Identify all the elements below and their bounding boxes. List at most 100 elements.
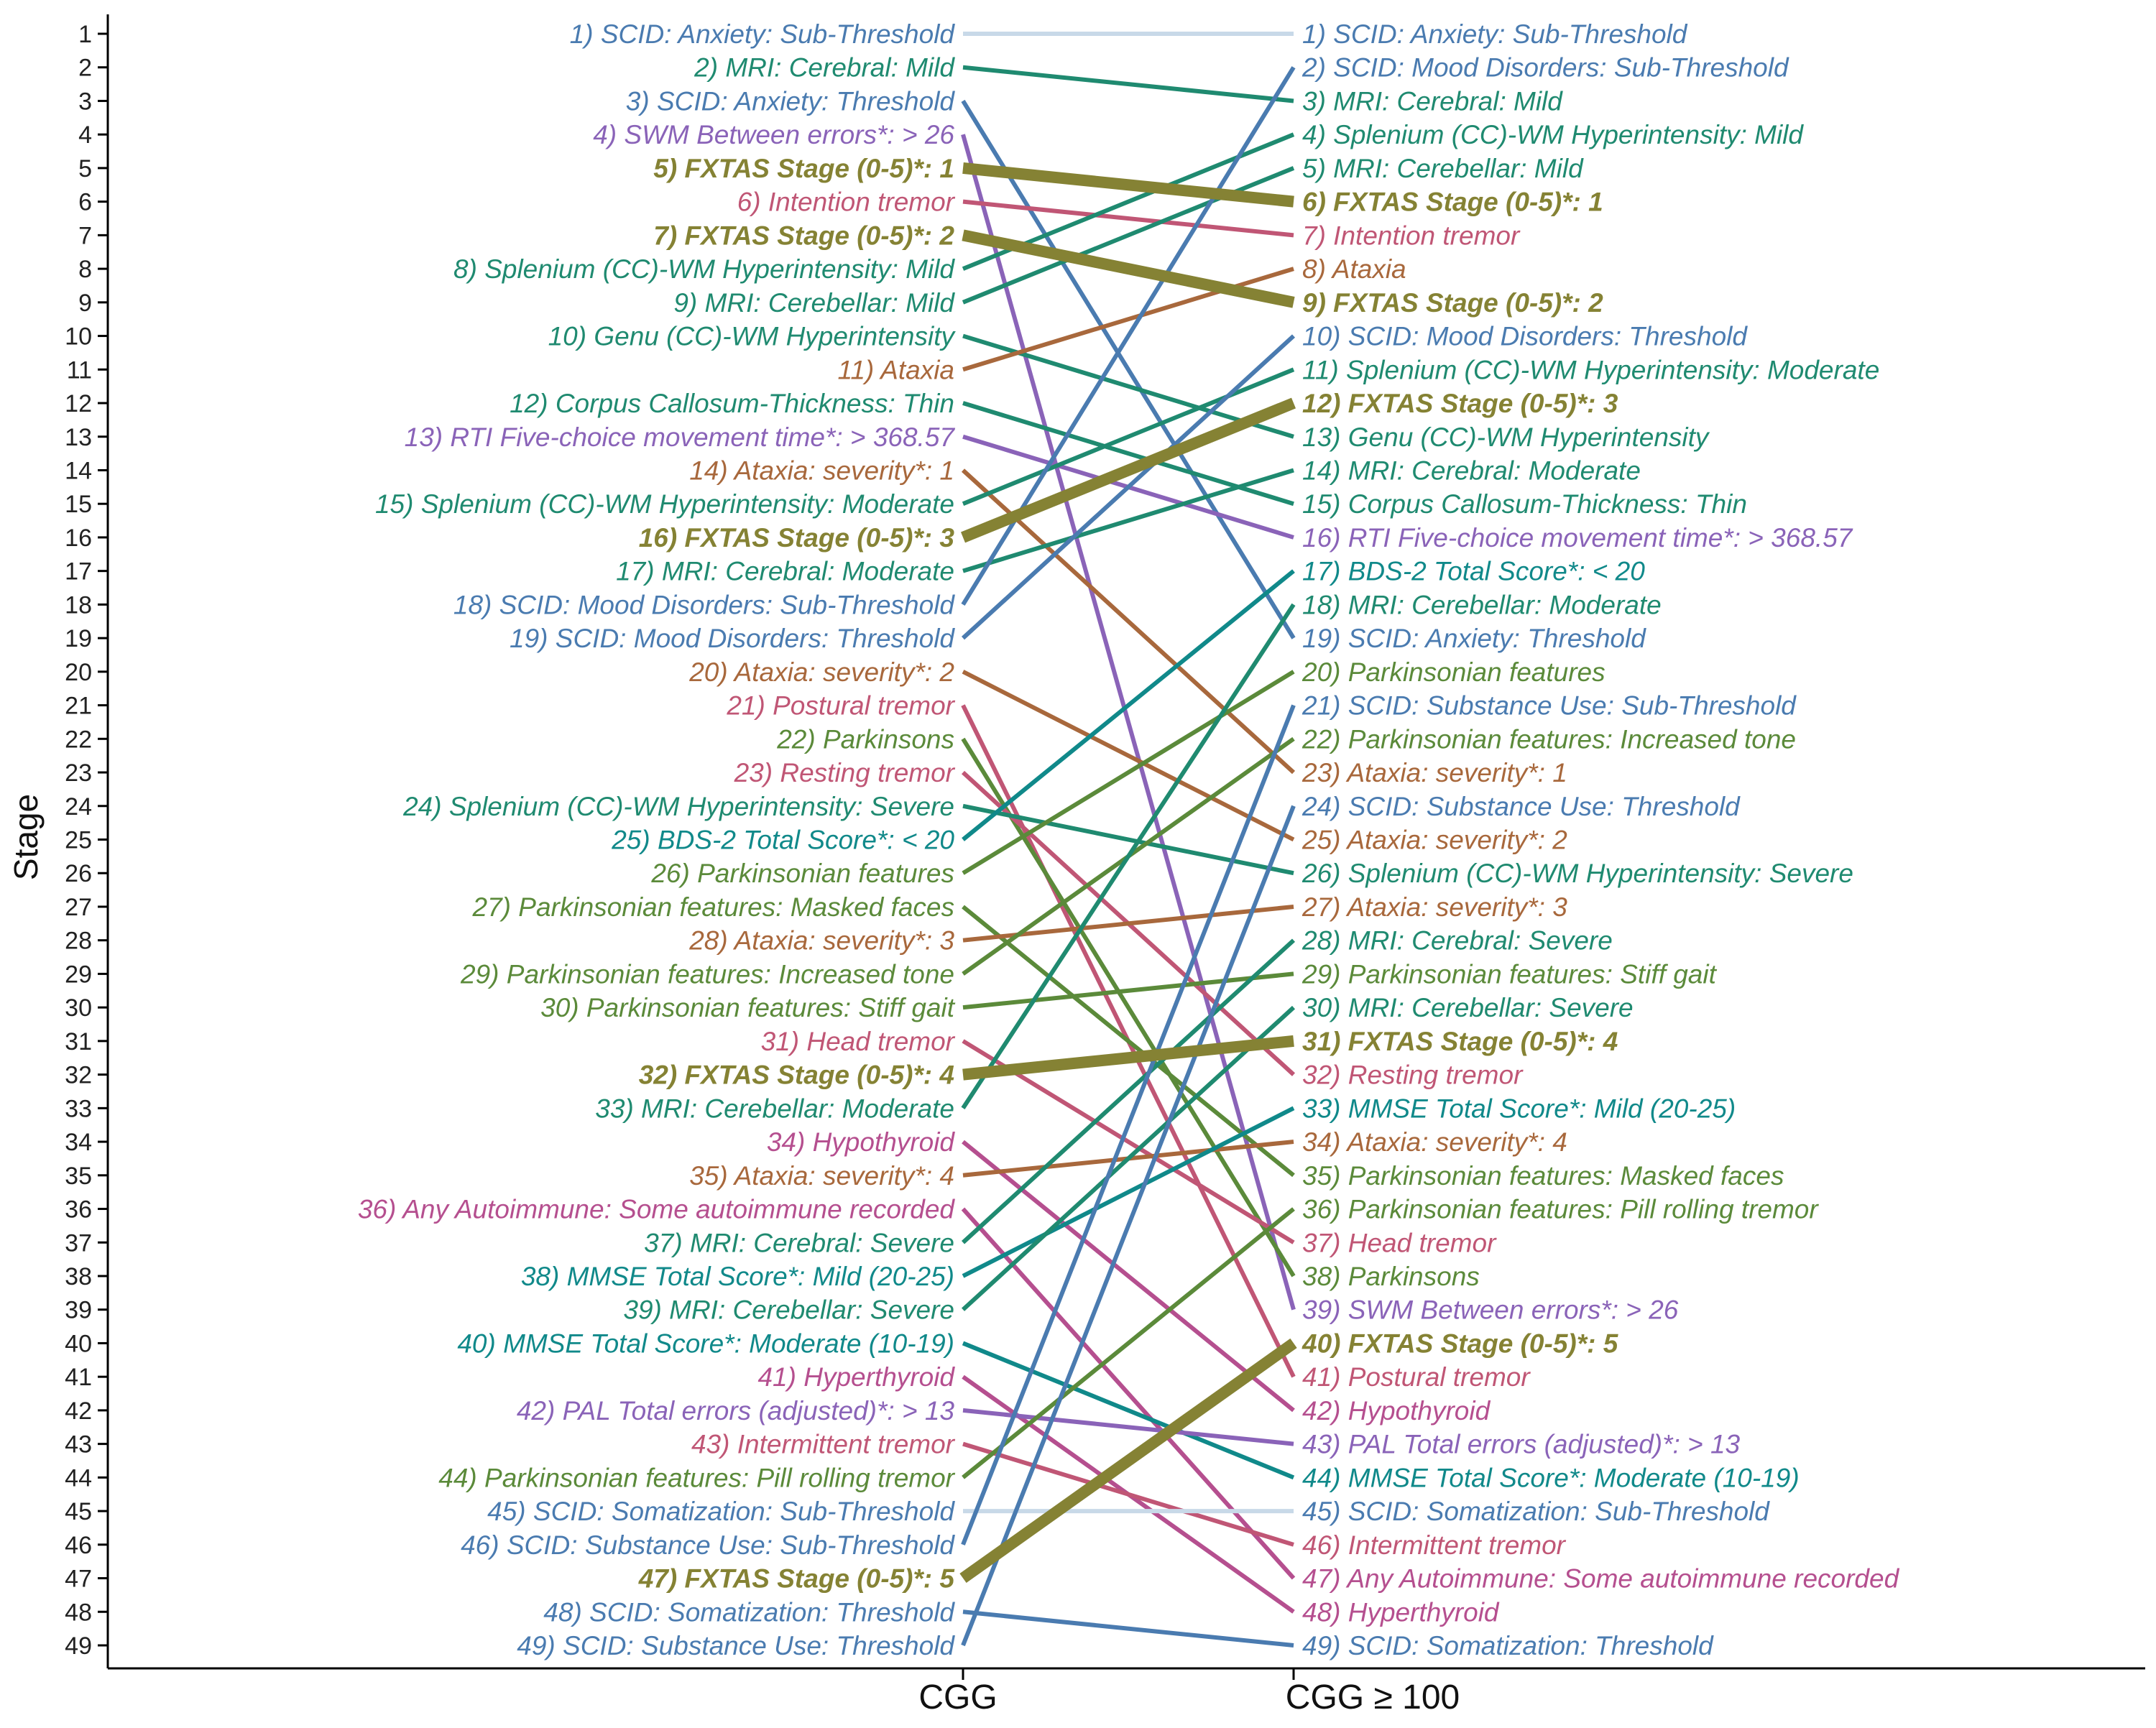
y-tick-label: 11	[67, 356, 92, 384]
y-tick-label: 35	[65, 1163, 92, 1190]
left-event-label: 46) SCID: Substance Use: Sub-Threshold	[461, 1530, 955, 1560]
left-event-label: 21) Postural tremor	[726, 691, 955, 721]
y-tick-label: 6	[78, 189, 92, 216]
right-event-label: 24) SCID: Substance Use: Threshold	[1302, 792, 1741, 821]
slope-line	[961, 938, 1296, 1244]
left-event-label: 6) Intention tremor	[737, 188, 956, 217]
slope-line	[962, 1609, 1294, 1648]
left-event-label: 37) MRI: Cerebral: Severe	[644, 1228, 954, 1257]
slope-line	[961, 134, 1296, 1311]
left-event-label: 39) MRI: Cerebellar: Severe	[623, 1295, 954, 1325]
left-event-label: 15) Splenium (CC)-WM Hyperintensity: Mod…	[375, 489, 954, 519]
right-event-label: 9) FXTAS Stage (0-5)*: 2	[1302, 288, 1603, 318]
right-event-label: 1) SCID: Anxiety: Sub-Threshold	[1302, 19, 1688, 49]
right-event-label: 13) Genu (CC)-WM Hyperintensity	[1302, 422, 1710, 452]
left-event-label: 33) MRI: Cerebellar: Moderate	[595, 1094, 954, 1123]
slope-line	[962, 1035, 1294, 1081]
left-event-label: 3) SCID: Anxiety: Threshold	[626, 86, 956, 116]
right-event-label: 21) SCID: Substance Use: Sub-Threshold	[1302, 691, 1797, 721]
left-event-label: 26) Parkinsonian features	[650, 859, 954, 888]
y-tick-label: 27	[65, 894, 92, 921]
y-tick-label: 5	[78, 155, 92, 182]
right-event-label: 11) Splenium (CC)-WM Hyperintensity: Mod…	[1302, 355, 1879, 384]
right-event-label: 35) Parkinsonian features: Masked faces	[1302, 1161, 1784, 1191]
y-tick-label: 1	[78, 21, 92, 48]
right-event-label: 8) Ataxia	[1302, 254, 1406, 284]
right-event-label: 2) SCID: Mood Disorders: Sub-Threshold	[1302, 53, 1789, 83]
slope-line	[961, 737, 1296, 1277]
right-event-label: 40) FXTAS Stage (0-5)*: 5	[1302, 1329, 1619, 1358]
left-event-label: 12) Corpus Callosum-Thickness: Thin	[510, 389, 954, 418]
left-event-label: 17) MRI: Cerebral: Moderate	[616, 557, 954, 586]
y-tick-label: 10	[65, 323, 92, 351]
right-event-label: 7) Intention tremor	[1302, 221, 1521, 250]
right-event-label: 12) FXTAS Stage (0-5)*: 3	[1302, 389, 1618, 418]
y-tick-label: 45	[65, 1498, 92, 1525]
y-tick-label: 13	[65, 424, 92, 451]
left-event-label: 10) Genu (CC)-WM Hyperintensity	[548, 322, 957, 351]
slope-line	[962, 1441, 1294, 1547]
slope-line	[961, 805, 1296, 1647]
right-event-label: 34) Ataxia: severity*: 4	[1302, 1127, 1567, 1157]
slope-line	[962, 1140, 1295, 1413]
right-event-label: 25) Ataxia: severity*: 2	[1302, 826, 1567, 855]
y-tick-label: 28	[65, 928, 92, 955]
left-event-label: 40) MMSE Total Score*: Moderate (10-19)	[457, 1329, 954, 1358]
left-event-label: 27) Parkinsonian features: Masked faces	[472, 892, 954, 922]
right-event-label: 26) Splenium (CC)-WM Hyperintensity: Sev…	[1302, 859, 1853, 888]
left-event-label: 13) RTI Five-choice movement time*: > 36…	[405, 422, 956, 452]
right-event-label: 49) SCID: Somatization: Threshold	[1302, 1631, 1714, 1660]
y-tick-label: 4	[78, 121, 92, 149]
axes: 1234567891011121314151617181920212223242…	[65, 14, 2145, 1680]
right-event-label: 36) Parkinsonian features: Pill rolling …	[1302, 1195, 1819, 1224]
left-event-label: 45) SCID: Somatization: Sub-Threshold	[487, 1497, 955, 1526]
y-tick-label: 7	[78, 222, 92, 249]
left-event-label: 24) Splenium (CC)-WM Hyperintensity: Sev…	[402, 792, 954, 821]
right-event-label: 5) MRI: Cerebellar: Mild	[1302, 154, 1584, 183]
left-event-label: 22) Parkinsons	[776, 724, 954, 754]
slope-line	[962, 670, 1295, 842]
y-tick-label: 29	[65, 961, 92, 988]
slope-line	[961, 1207, 1296, 1580]
y-tick-label: 38	[65, 1263, 92, 1290]
right-event-label: 10) SCID: Mood Disorders: Threshold	[1302, 322, 1748, 351]
y-tick-label: 26	[65, 860, 92, 887]
slope-line	[962, 162, 1294, 208]
left-event-label: 19) SCID: Mood Disorders: Threshold	[510, 624, 955, 653]
y-tick-label: 40	[65, 1330, 92, 1357]
y-tick-label: 49	[65, 1632, 92, 1660]
y-tick-label: 42	[65, 1397, 92, 1425]
right-event-label: 18) MRI: Cerebellar: Moderate	[1302, 590, 1662, 619]
left-event-label: 47) FXTAS Stage (0-5)*: 5	[638, 1564, 956, 1594]
left-event-label: 36) Any Autoimmune: Some autoimmune reco…	[358, 1195, 956, 1224]
y-tick-label: 37	[65, 1229, 92, 1257]
left-event-label: 14) Ataxia: severity*: 1	[689, 456, 954, 485]
left-event-label: 48) SCID: Somatization: Threshold	[543, 1597, 955, 1627]
right-event-label: 15) Corpus Callosum-Thickness: Thin	[1302, 489, 1747, 519]
left-event-label: 43) Intermittent tremor	[691, 1430, 956, 1459]
right-event-label: 37) Head tremor	[1302, 1228, 1497, 1257]
right-event-label: 16) RTI Five-choice movement time*: > 36…	[1302, 523, 1853, 553]
left-event-label: 1) SCID: Anxiety: Sub-Threshold	[570, 19, 956, 49]
y-tick-label: 23	[65, 759, 92, 787]
slope-line	[960, 397, 1296, 543]
y-tick-label: 32	[65, 1062, 92, 1089]
right-event-label: 47) Any Autoimmune: Some autoimmune reco…	[1302, 1564, 1900, 1594]
left-event-label: 38) MMSE Total Score*: Mild (20-25)	[521, 1262, 954, 1291]
y-tick-label: 18	[65, 591, 92, 619]
y-tick-label: 22	[65, 726, 92, 753]
y-tick-label: 46	[65, 1532, 92, 1559]
y-tick-label: 36	[65, 1196, 92, 1224]
right-event-label: 39) SWM Between errors*: > 26	[1302, 1295, 1679, 1325]
y-tick-label: 33	[65, 1095, 92, 1122]
right-event-label: 30) MRI: Cerebellar: Severe	[1302, 993, 1634, 1022]
right-event-label: 6) FXTAS Stage (0-5)*: 1	[1302, 188, 1603, 217]
right-event-label: 32) Resting tremor	[1302, 1061, 1524, 1090]
slope-line	[962, 1106, 1295, 1278]
right-event-label: 43) PAL Total errors (adjusted)*: > 13	[1302, 1430, 1741, 1459]
slope-line	[962, 367, 1295, 506]
slope-line	[962, 229, 1295, 308]
y-tick-label: 16	[65, 525, 92, 552]
